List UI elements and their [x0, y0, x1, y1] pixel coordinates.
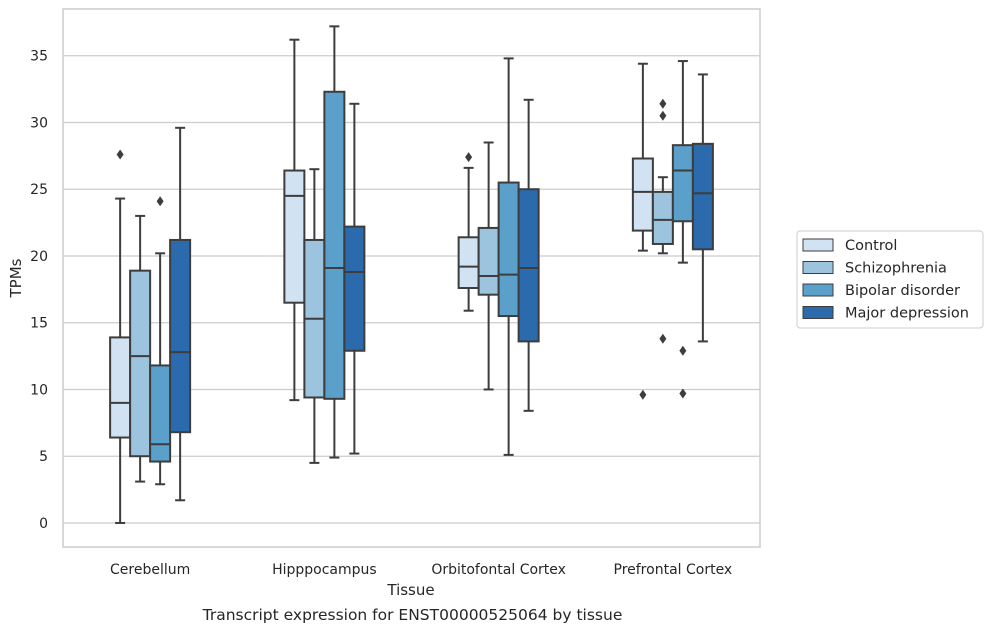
x-tick-label: Orbitofontal Cortex — [431, 562, 566, 578]
outlier-point — [465, 152, 473, 163]
box-schizophrenia — [651, 98, 674, 344]
x-axis-ticks: Cerebellum Hipppocampus Orbitofontal Corte… — [110, 562, 732, 578]
iqr-box — [651, 190, 674, 245]
box-plot-series — [109, 25, 714, 524]
box-control — [631, 62, 654, 400]
y-tick-label: 35 — [30, 49, 48, 65]
x-tick-label: Cerebellum — [110, 562, 190, 578]
legend-swatch — [802, 238, 834, 252]
box-bipolar-disorder — [497, 57, 520, 456]
box-schizophrenia — [129, 214, 152, 483]
iqr-box — [671, 144, 694, 223]
iqr-box — [477, 226, 500, 296]
iqr-box — [129, 269, 152, 458]
box-major-depression — [517, 98, 540, 412]
box-bipolar-disorder — [323, 25, 346, 459]
y-axis-ticks: 0 5 10 15 20 25 30 35 — [30, 49, 48, 532]
y-tick-label: 0 — [39, 516, 48, 532]
x-tick-label: Hipppocampus — [272, 562, 377, 578]
legend-label: Schizophrenia — [845, 261, 947, 277]
y-tick-label: 30 — [30, 115, 48, 131]
box-schizophrenia — [477, 141, 500, 391]
outlier-point — [639, 389, 647, 400]
legend: Control Schizophrenia Bipolar disorder Majo… — [796, 230, 984, 329]
chart-caption: Transcript expression for ENST0000052506… — [202, 606, 623, 624]
box-control — [457, 152, 480, 312]
iqr-box — [323, 90, 346, 400]
outlier-point — [659, 98, 667, 109]
iqr-box — [169, 238, 192, 434]
plot-frame — [62, 8, 761, 548]
y-tick-label: 20 — [30, 249, 48, 265]
legend-swatch — [802, 261, 834, 274]
y-axis-label: TPMs — [7, 258, 25, 298]
x-tick-label: Prefrontal Cortex — [614, 562, 733, 578]
box-bipolar-disorder — [149, 196, 172, 486]
outlier-point — [116, 149, 124, 160]
legend-label: Control — [845, 238, 897, 254]
iqr-box — [283, 169, 306, 304]
box-control — [109, 149, 132, 524]
box-bipolar-disorder — [671, 60, 694, 399]
legend-swatch — [802, 283, 834, 297]
legend-label: Major depression — [845, 306, 969, 322]
legend-label: Bipolar disorder — [845, 283, 960, 299]
y-tick-label: 25 — [30, 182, 48, 198]
box-major-depression — [691, 73, 714, 343]
outlier-point — [679, 388, 687, 399]
box-major-depression — [343, 102, 366, 455]
iqr-box — [691, 142, 714, 251]
y-tick-label: 5 — [39, 449, 48, 465]
outlier-point — [156, 196, 164, 207]
legend-swatch — [802, 306, 834, 319]
iqr-box — [457, 236, 480, 290]
iqr-box — [497, 181, 520, 318]
box-schizophrenia — [303, 168, 326, 464]
iqr-box — [343, 225, 366, 352]
iqr-box — [109, 336, 132, 439]
legend-frame — [796, 230, 984, 329]
y-tick-label: 10 — [30, 382, 48, 398]
y-tick-label: 15 — [30, 316, 48, 332]
box-major-depression — [169, 126, 192, 502]
iqr-box — [517, 188, 540, 343]
outlier-point — [659, 110, 667, 121]
iqr-box — [631, 157, 654, 232]
box-control — [283, 38, 306, 402]
outlier-point — [659, 333, 667, 344]
outlier-point — [679, 345, 687, 356]
x-axis-label: Tissue — [386, 581, 434, 599]
iqr-box — [149, 364, 172, 463]
